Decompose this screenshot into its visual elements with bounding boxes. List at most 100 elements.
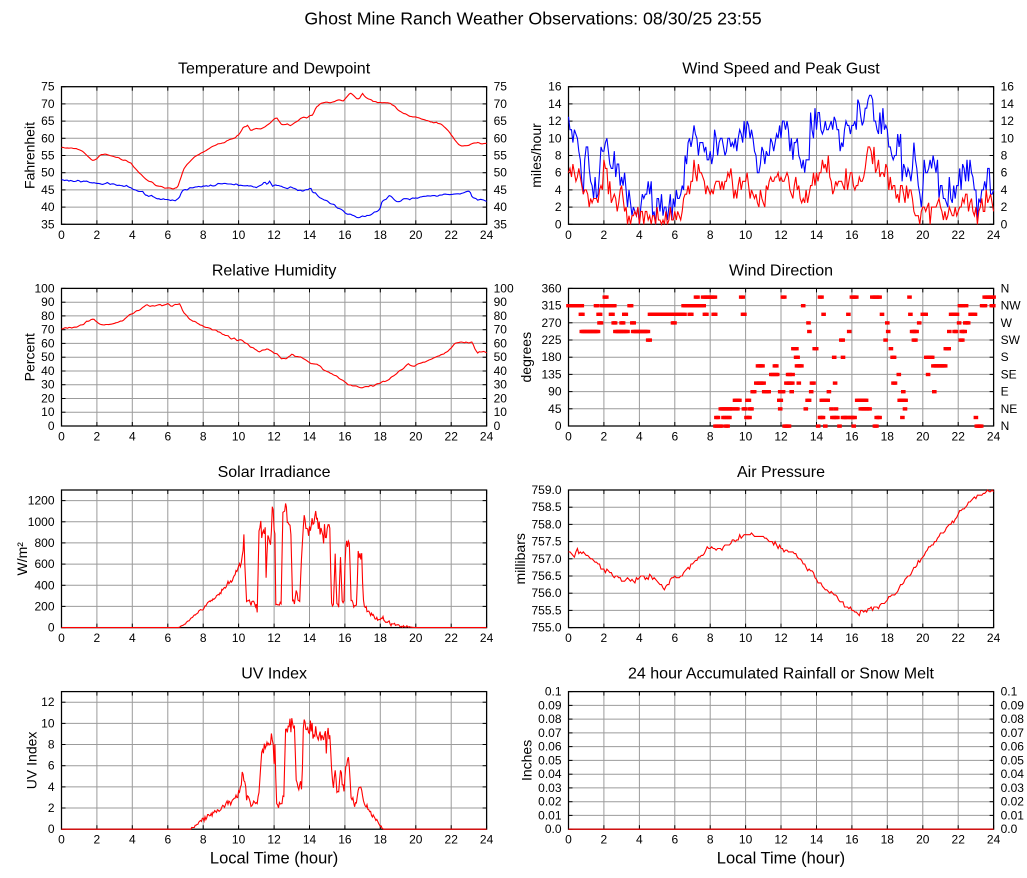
svg-text:16: 16 xyxy=(338,430,352,444)
svg-text:Wind Direction: Wind Direction xyxy=(729,262,833,279)
svg-text:20: 20 xyxy=(916,631,930,645)
svg-text:70: 70 xyxy=(494,323,508,337)
svg-text:90: 90 xyxy=(494,295,508,309)
svg-text:16: 16 xyxy=(548,80,562,94)
svg-text:16: 16 xyxy=(845,430,859,444)
svg-text:4: 4 xyxy=(555,183,562,197)
svg-text:70: 70 xyxy=(494,97,508,111)
svg-text:22: 22 xyxy=(952,228,966,242)
svg-text:UV Index: UV Index xyxy=(24,732,40,790)
svg-text:2: 2 xyxy=(601,430,608,444)
svg-text:40: 40 xyxy=(41,364,55,378)
svg-text:80: 80 xyxy=(41,309,55,323)
svg-text:10: 10 xyxy=(739,430,753,444)
svg-text:14: 14 xyxy=(810,228,824,242)
svg-text:6: 6 xyxy=(555,166,562,180)
svg-text:Air Pressure: Air Pressure xyxy=(737,464,825,481)
svg-text:12: 12 xyxy=(267,833,281,847)
svg-text:20: 20 xyxy=(409,631,423,645)
svg-text:8: 8 xyxy=(555,149,562,163)
svg-text:360: 360 xyxy=(541,281,561,295)
svg-text:1200: 1200 xyxy=(28,494,55,508)
svg-text:16: 16 xyxy=(845,631,859,645)
svg-text:22: 22 xyxy=(445,833,459,847)
svg-text:0.09: 0.09 xyxy=(538,698,562,712)
svg-text:Inches: Inches xyxy=(519,740,535,781)
svg-text:24: 24 xyxy=(480,833,494,847)
svg-text:225: 225 xyxy=(541,333,561,347)
svg-text:10: 10 xyxy=(1001,131,1015,145)
svg-text:2: 2 xyxy=(1001,200,1008,214)
svg-text:90: 90 xyxy=(548,385,562,399)
svg-text:0: 0 xyxy=(58,430,65,444)
svg-text:12: 12 xyxy=(548,114,562,128)
svg-text:14: 14 xyxy=(1001,97,1015,111)
svg-text:16: 16 xyxy=(338,833,352,847)
svg-text:UV Index: UV Index xyxy=(241,666,307,683)
svg-text:0.04: 0.04 xyxy=(538,767,562,781)
svg-text:4: 4 xyxy=(636,228,643,242)
svg-text:2: 2 xyxy=(94,228,101,242)
svg-text:12: 12 xyxy=(774,631,788,645)
svg-text:0: 0 xyxy=(48,419,55,433)
svg-text:45: 45 xyxy=(494,183,508,197)
svg-text:10: 10 xyxy=(232,631,246,645)
svg-text:8: 8 xyxy=(1001,149,1008,163)
svg-text:50: 50 xyxy=(494,166,508,180)
svg-text:755.5: 755.5 xyxy=(531,603,561,617)
svg-text:270: 270 xyxy=(541,316,561,330)
svg-text:6: 6 xyxy=(671,833,678,847)
svg-text:60: 60 xyxy=(494,336,508,350)
svg-text:10: 10 xyxy=(232,430,246,444)
svg-text:0.1: 0.1 xyxy=(1001,685,1018,699)
svg-text:0: 0 xyxy=(565,430,572,444)
svg-text:12: 12 xyxy=(774,430,788,444)
svg-text:20: 20 xyxy=(409,833,423,847)
svg-text:600: 600 xyxy=(34,557,54,571)
svg-text:Local Time (hour): Local Time (hour) xyxy=(210,850,338,868)
svg-text:14: 14 xyxy=(810,833,824,847)
svg-text:4: 4 xyxy=(129,833,136,847)
svg-text:24: 24 xyxy=(987,631,1001,645)
svg-text:0: 0 xyxy=(58,228,65,242)
svg-text:12: 12 xyxy=(267,631,281,645)
svg-text:35: 35 xyxy=(494,217,508,231)
svg-text:60: 60 xyxy=(494,131,508,145)
svg-text:N: N xyxy=(1001,281,1010,295)
svg-text:14: 14 xyxy=(303,430,317,444)
svg-text:miles/hour: miles/hour xyxy=(528,123,544,188)
svg-text:6: 6 xyxy=(164,833,171,847)
svg-text:70: 70 xyxy=(41,323,55,337)
svg-text:80: 80 xyxy=(494,309,508,323)
svg-text:4: 4 xyxy=(129,631,136,645)
svg-text:16: 16 xyxy=(338,631,352,645)
svg-text:755.0: 755.0 xyxy=(531,621,561,635)
svg-text:0.03: 0.03 xyxy=(538,781,562,795)
svg-text:757.5: 757.5 xyxy=(531,535,561,549)
svg-text:100: 100 xyxy=(494,281,514,295)
svg-text:0: 0 xyxy=(48,621,55,635)
svg-text:NE: NE xyxy=(1001,402,1018,416)
svg-text:0.06: 0.06 xyxy=(538,740,562,754)
svg-text:1000: 1000 xyxy=(28,515,55,529)
svg-text:22: 22 xyxy=(445,228,459,242)
svg-text:20: 20 xyxy=(409,430,423,444)
svg-text:35: 35 xyxy=(41,217,55,231)
svg-text:16: 16 xyxy=(338,228,352,242)
svg-text:18: 18 xyxy=(374,228,388,242)
svg-text:6: 6 xyxy=(671,631,678,645)
svg-text:40: 40 xyxy=(41,200,55,214)
svg-text:22: 22 xyxy=(445,430,459,444)
svg-text:4: 4 xyxy=(636,430,643,444)
svg-text:0.02: 0.02 xyxy=(538,795,562,809)
svg-text:70: 70 xyxy=(41,97,55,111)
svg-text:10: 10 xyxy=(232,833,246,847)
svg-text:4: 4 xyxy=(129,228,136,242)
svg-text:2: 2 xyxy=(601,631,608,645)
svg-text:4: 4 xyxy=(48,780,55,794)
svg-text:0: 0 xyxy=(58,833,65,847)
svg-text:757.0: 757.0 xyxy=(531,552,561,566)
svg-text:758.5: 758.5 xyxy=(531,500,561,514)
svg-text:4: 4 xyxy=(1001,183,1008,197)
svg-text:0: 0 xyxy=(1001,217,1008,231)
